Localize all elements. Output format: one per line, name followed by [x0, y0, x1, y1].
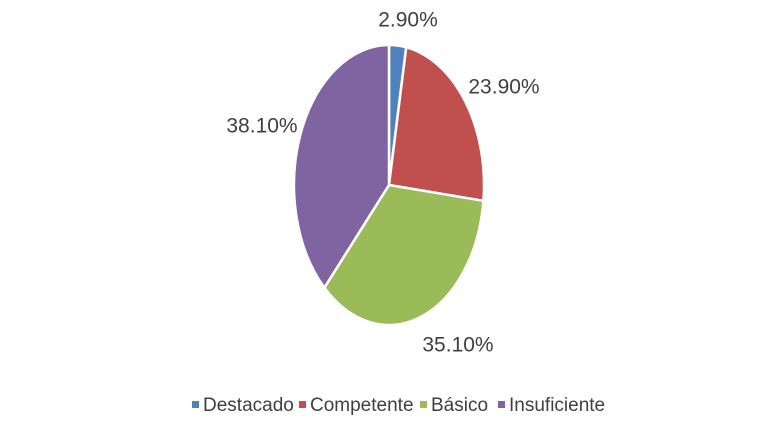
legend-swatch-basico: [420, 401, 427, 408]
data-label-basico: 35.10%: [422, 334, 493, 357]
legend: Destacado Competente Básico Insuficiente: [192, 395, 605, 416]
pie-slice-insuficiente: [292, 43, 391, 289]
data-labels: 2.90% 23.90% 35.10% 38.10%: [226, 9, 539, 357]
legend-item-destacado: Destacado: [192, 395, 294, 416]
pie-slices: [292, 43, 486, 327]
legend-label-destacado: Destacado: [203, 395, 294, 416]
data-label-insuficiente: 38.10%: [226, 115, 297, 138]
data-label-destacado: 2.90%: [378, 9, 438, 32]
legend-item-competente: Competente: [299, 395, 414, 416]
legend-item-basico: Básico: [420, 395, 488, 416]
pie-slice-competente: [387, 46, 486, 203]
legend-item-insuficiente: Insuficiente: [498, 395, 605, 416]
legend-label-basico: Básico: [431, 395, 488, 416]
legend-label-insuficiente: Insuficiente: [509, 395, 605, 416]
legend-label-competente: Competente: [310, 395, 414, 416]
legend-swatch-insuficiente: [498, 401, 505, 408]
legend-swatch-destacado: [192, 401, 199, 408]
data-label-competente: 23.90%: [468, 76, 539, 99]
pie-slice-basico: [323, 183, 485, 327]
legend-swatch-competente: [299, 401, 306, 408]
